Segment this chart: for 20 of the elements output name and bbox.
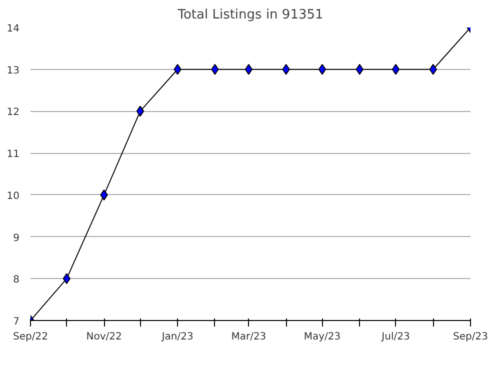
x-tick-label: Jan/23: [160, 332, 194, 342]
y-tick-label: 12: [6, 107, 20, 118]
point: [136, 106, 144, 117]
y-tick-label: 7: [13, 316, 20, 328]
y-tick-label: 11: [6, 149, 20, 160]
x-tick-label: Nov/22: [86, 332, 122, 342]
y-tick-label: 9: [13, 232, 20, 244]
x-tick-label: Mar/23: [231, 332, 266, 342]
x-tick-label: Sep/22: [13, 332, 48, 342]
point: [392, 64, 400, 75]
x-tick-label: Jul/23: [380, 332, 410, 342]
x-tick-label: Sep/23: [453, 332, 488, 342]
chart-title: Total Listings in 91351: [176, 8, 324, 22]
x-tick-label: May/23: [304, 332, 341, 342]
y-tick-label: 10: [6, 190, 20, 202]
y-tick-label: 13: [6, 65, 20, 76]
y-tick-label: 14: [6, 24, 20, 34]
y-tick-label: 8: [13, 274, 20, 286]
point: [318, 64, 326, 75]
point: [244, 64, 253, 75]
